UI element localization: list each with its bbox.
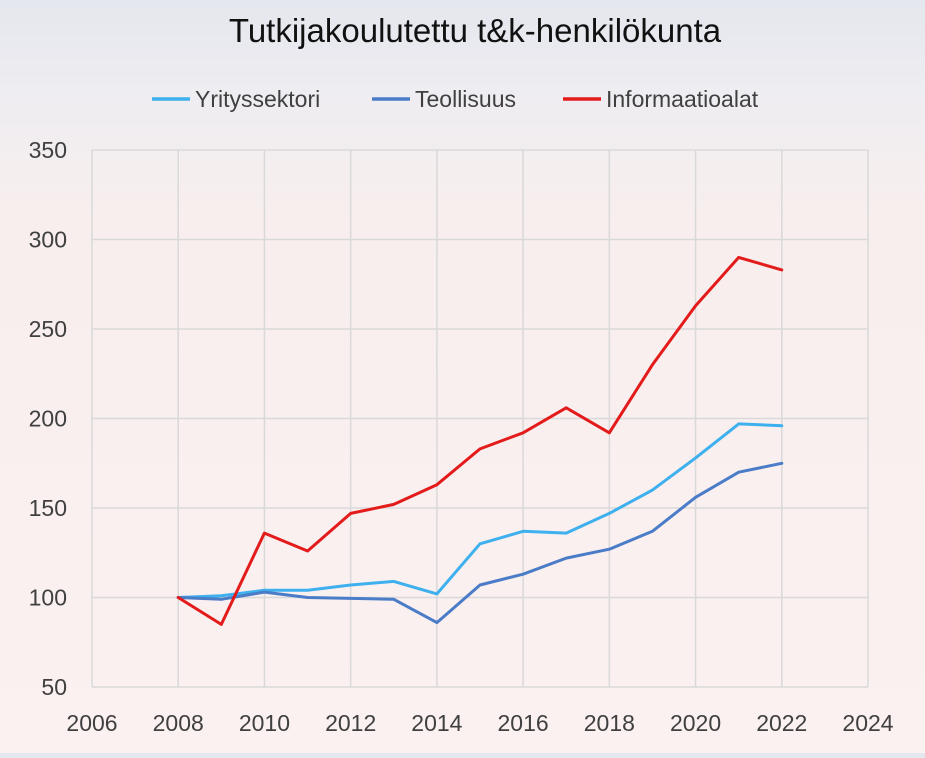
series-lines [176, 255, 784, 626]
x-tick-label: 2020 [670, 710, 721, 736]
legend-item-teollisuus: Teollisuus [372, 86, 516, 112]
legend: Yrityssektori Teollisuus Informaatioalat [152, 86, 759, 112]
gridlines [91, 149, 869, 688]
x-tick-label: 2010 [239, 710, 290, 736]
x-axis: 2006 2008 2010 2012 2014 2016 2018 2020 2022 2024 [66, 710, 893, 736]
legend-label: Yrityssektori [195, 86, 320, 112]
x-tick-label: 2014 [411, 710, 462, 736]
x-tick-label: 2012 [325, 710, 376, 736]
x-tick-label: 2018 [584, 710, 635, 736]
y-tick-label: 150 [29, 495, 67, 521]
legend-label: Informaatioalat [606, 86, 759, 112]
y-tick-label: 50 [41, 674, 67, 700]
series-line-teollisuus [176, 461, 784, 625]
series-line-yrityssektori [176, 422, 784, 599]
x-tick-label: 2006 [66, 710, 117, 736]
y-tick-label: 300 [29, 227, 67, 253]
x-tick-label: 2008 [153, 710, 204, 736]
legend-item-yrityssektori: Yrityssektori [152, 86, 320, 112]
y-tick-label: 350 [29, 137, 67, 163]
legend-label: Teollisuus [415, 86, 516, 112]
y-tick-label: 100 [29, 585, 67, 611]
y-tick-label: 250 [29, 316, 67, 342]
x-tick-label: 2024 [842, 710, 893, 736]
x-tick-label: 2022 [756, 710, 807, 736]
x-tick-label: 2016 [498, 710, 549, 736]
y-axis: 50 100 150 200 250 300 350 [29, 137, 67, 700]
legend-item-informaatioalat: Informaatioalat [563, 86, 759, 112]
chart-title: Tutkijakoulutettu t&k-henkilökunta [229, 12, 722, 49]
y-tick-label: 200 [29, 406, 67, 432]
series-line-informaatioalat [176, 255, 784, 626]
